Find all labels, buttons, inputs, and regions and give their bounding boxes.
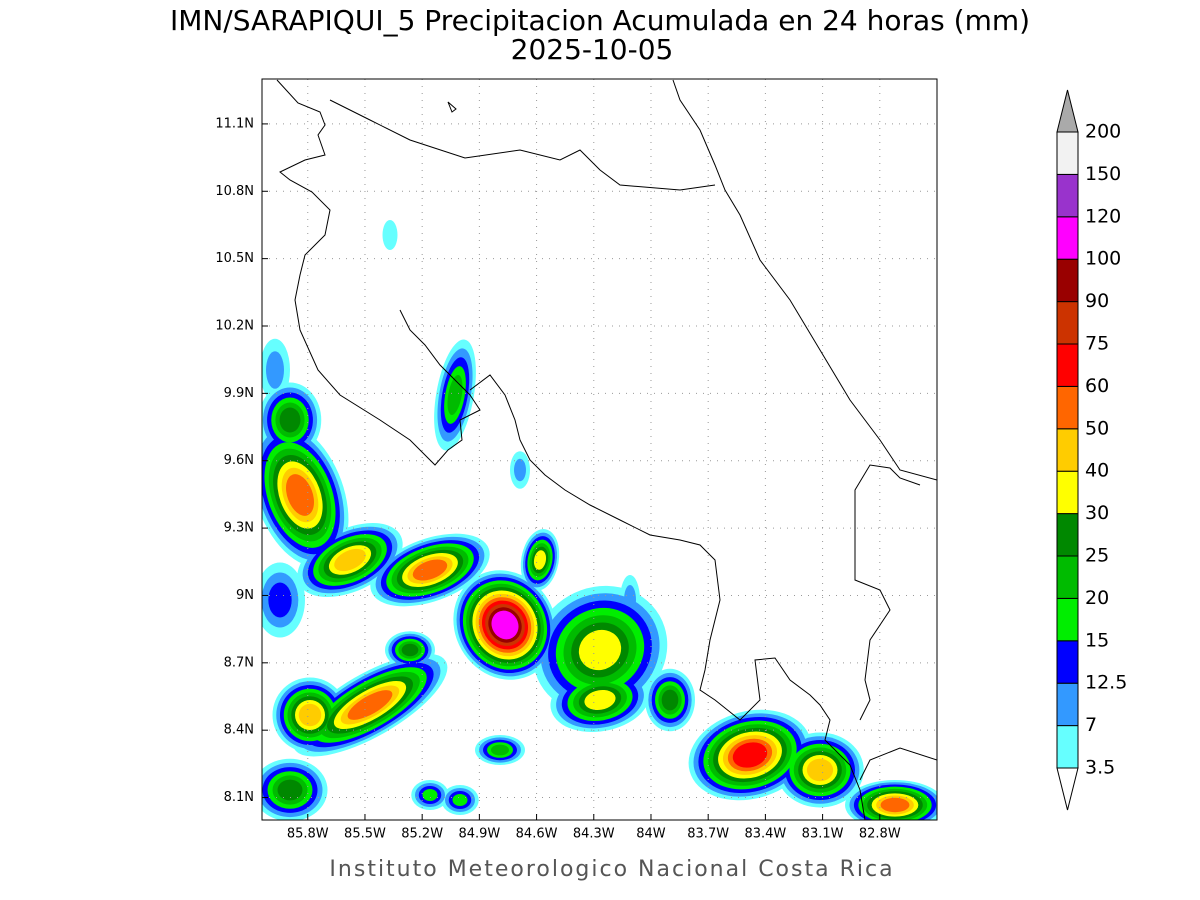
precip-cell	[347, 690, 393, 720]
x-tick-label: 85.8W	[287, 827, 329, 842]
colorbar-segment	[1056, 555, 1079, 599]
x-tick-label: 84.3W	[573, 827, 615, 842]
y-tick-label: 11.1N	[215, 116, 254, 131]
precip-cell	[514, 458, 526, 482]
y-tick-label: 10.8N	[215, 184, 254, 199]
precip-cell	[422, 789, 438, 801]
colorbar-label: 15	[1085, 629, 1109, 651]
colorbar-segment	[1056, 597, 1079, 642]
y-tick-label: 9N	[236, 588, 254, 603]
colorbar-label: 150	[1085, 163, 1121, 185]
precip-cell	[412, 559, 448, 581]
precip-cell	[298, 703, 322, 727]
x-tick-label: 84.6W	[516, 827, 558, 842]
precip-cell	[880, 797, 910, 813]
colorbar-segment	[1056, 385, 1079, 430]
colorbar-label: 120	[1085, 205, 1121, 227]
coastline	[276, 79, 481, 466]
coastline	[469, 374, 866, 820]
coastline	[859, 747, 937, 781]
colorbar-segment	[1056, 258, 1079, 303]
colorbar-label: 25	[1085, 545, 1109, 567]
x-tick-label: 83.1W	[802, 827, 844, 842]
y-tick-label: 9.3N	[224, 521, 254, 536]
colorbar-segment	[1056, 216, 1079, 260]
precip-cell	[447, 375, 463, 415]
title: IMN/SARAPIQUI_5 Precipitacion Acumulada …	[170, 4, 1030, 37]
colorbar-label: 100	[1085, 248, 1121, 270]
colorbar-label: 20	[1085, 587, 1109, 609]
colorbar-label: 7	[1085, 714, 1097, 736]
island	[447, 101, 457, 113]
grid: 85.8W 85.5W 85.2W 84.9W 84.6W 84.3W 84W 83.7W 83…	[215, 79, 937, 842]
precip-cell	[286, 474, 314, 516]
colorbar-segment	[1056, 301, 1079, 345]
colorbar-segment	[1056, 682, 1079, 727]
subtitle: 2025-10-05	[511, 33, 674, 66]
precip-field	[262, 220, 937, 820]
precip-cell	[382, 220, 398, 250]
colorbar-segment	[1056, 173, 1079, 218]
y-tick-label: 8.1N	[224, 790, 254, 805]
x-tick-label: 82.8W	[859, 827, 901, 842]
x-tick-label: 85.5W	[344, 827, 386, 842]
colorbar-segment	[1056, 428, 1079, 472]
border	[854, 464, 921, 721]
colorbar-over	[1056, 89, 1079, 133]
precip-cell	[401, 643, 419, 657]
precip-cell	[266, 351, 284, 389]
colorbar-label: 50	[1085, 417, 1109, 439]
precip-cell	[661, 689, 679, 711]
map-frame	[261, 78, 938, 821]
coastline	[672, 79, 937, 481]
x-tick-label: 85.2W	[401, 827, 443, 842]
x-tick-label: 84.9W	[458, 827, 500, 842]
colorbar-label: 75	[1085, 333, 1109, 355]
x-tick-label: 83.7W	[687, 827, 729, 842]
colorbar-segment	[1056, 343, 1079, 387]
precip-cell	[732, 742, 768, 768]
y-tick-label: 9.6N	[224, 453, 254, 468]
colorbar-label: 12.5	[1085, 672, 1127, 694]
colorbar-label: 40	[1085, 460, 1109, 482]
y-tick-label: 8.4N	[224, 723, 254, 738]
y-tick-label: 10.5N	[215, 251, 254, 266]
border	[329, 99, 716, 191]
precip-cell	[452, 794, 468, 806]
colorbar-segment	[1056, 470, 1079, 515]
coastlines	[276, 79, 937, 820]
colorbar-segment	[1056, 513, 1079, 557]
colorbar-label: 90	[1085, 290, 1109, 312]
colorbar-label: 200	[1085, 121, 1121, 143]
precip-cell	[334, 548, 366, 572]
colorbar-segment	[1056, 640, 1079, 684]
precip-cell	[491, 610, 519, 640]
precip-cell	[491, 744, 509, 756]
precip-cell	[584, 689, 616, 711]
colorbar-under	[1056, 767, 1079, 811]
colorbar-segment	[1056, 131, 1079, 175]
colorbar: 3.5 7 12.5 15 20 25 30 40 50 60 75 90 100 120 150 200	[1056, 89, 1127, 811]
precip-cell	[578, 629, 622, 671]
y-tick-label: 10.2N	[215, 319, 254, 334]
precip-cell	[806, 758, 834, 782]
colorbar-label: 3.5	[1085, 757, 1115, 779]
footer: Instituto Meteorologico Nacional Costa R…	[329, 857, 894, 882]
colorbar-label: 60	[1085, 375, 1109, 397]
x-tick-label: 83.4W	[744, 827, 786, 842]
x-tick-label: 84W	[636, 827, 666, 842]
colorbar-label: 30	[1085, 502, 1109, 524]
colorbar-segment	[1056, 725, 1079, 769]
y-tick-label: 9.9N	[224, 386, 254, 401]
precip-cell	[268, 582, 292, 618]
precip-cell	[277, 779, 303, 801]
precip-cell	[279, 407, 301, 433]
y-tick-label: 8.7N	[224, 655, 254, 670]
